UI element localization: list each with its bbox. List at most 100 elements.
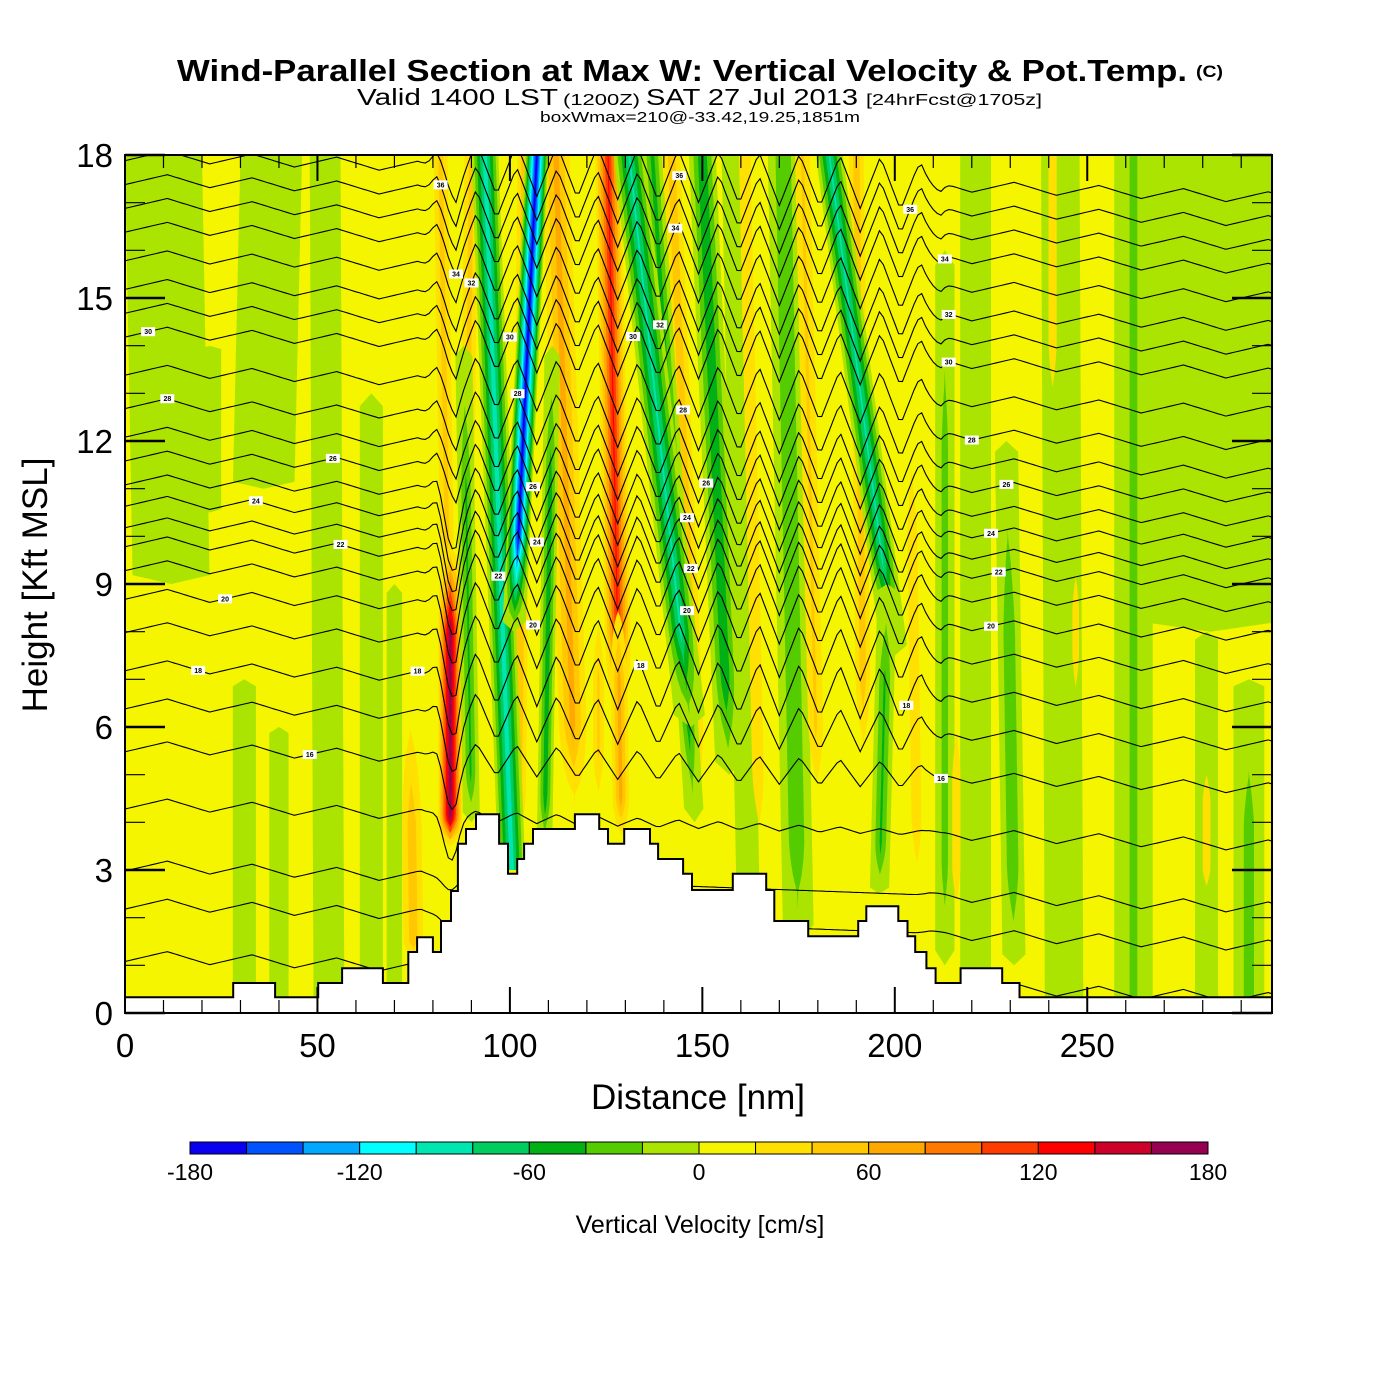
theta-label-background [984,528,999,538]
theta-label-background [633,660,648,670]
velocity-band-24-level [597,584,600,823]
y-tick-label: 9 [95,566,113,603]
velocity-band-38-level [513,155,538,632]
subtitle-date: SAT 27 Jul 2013 [646,84,858,110]
theta-label-background [218,594,233,604]
theta-label-background [248,496,263,506]
theta-label-text: 18 [902,703,910,710]
theta-contour-label: 20 [218,594,233,604]
theta-contour-14 [125,860,1272,913]
velocity-band-1-level [232,155,303,489]
theta-contour-31 [125,295,1272,363]
theta-label-background [302,749,317,759]
velocity-band-2-level [198,345,222,513]
velocity-band-34-level [1072,536,1079,727]
theta-contour-label: 18 [899,700,914,710]
theta-contour-label: 32 [941,309,956,319]
theta-label-background [626,332,641,342]
theta-contour-32 [125,271,1272,339]
theta-contour-label: 24 [248,496,263,506]
colorbar-tick-label: 0 [693,1159,706,1185]
colorbar-tick-label: 120 [1019,1159,1057,1185]
theta-contour-30 [125,319,1272,387]
velocity-band-26-level [617,584,623,847]
theta-label-text: 32 [945,312,953,319]
velocity-band-20-level [438,155,449,632]
theta-label-text: 24 [987,531,995,538]
x-tick-label: 150 [675,1027,730,1064]
theta-label-text: 36 [437,182,445,189]
theta-contour-label: 28 [676,405,691,415]
theta-label-text: 30 [144,329,152,336]
x-tick-label: 200 [867,1027,922,1064]
y-tick-label: 0 [95,995,113,1032]
theta-label-text: 28 [679,407,687,414]
colorbar-swatch [1037,1141,1096,1155]
theta-label-background [449,269,464,279]
theta-contour-label: 18 [633,660,648,670]
theta-label-background [141,327,156,337]
colorbar-swatch [528,1141,587,1155]
velocity-band-41-level [624,155,691,727]
theta-label-background [668,223,683,233]
colorbar-swatch [359,1141,417,1155]
theta-label-background [525,482,540,492]
colorbar-tick-label: -60 [513,1159,546,1185]
terrain [125,813,1272,1013]
theta-label-background [984,621,999,631]
theta-label-text: 24 [252,498,260,505]
theta-label-background [160,394,175,404]
colorbar-swatch [981,1141,1039,1155]
velocity-band-6-level [359,393,383,1013]
theta-contour-29 [125,357,1272,425]
velocity-band-41-level [628,155,691,727]
theta-contour-label: 36 [433,180,448,190]
y-tick-label: 12 [76,423,113,460]
theta-label-text: 34 [452,271,460,278]
theta-contour-label: 30 [941,357,956,367]
theta-label-text: 20 [221,596,229,603]
theta-contour-20 [125,581,1272,664]
theta-contour-19 [125,615,1272,698]
colorbar-swatch [246,1141,304,1155]
theta-label-text: 30 [629,334,637,341]
theta-contour-label: 20 [984,621,999,631]
velocity-band-9-level [1129,155,1138,1013]
theta-label-background [410,666,425,676]
y-tick-label: 6 [95,709,113,746]
theta-label-text: 28 [163,396,171,403]
theta-label-background [941,309,956,319]
colorbar-tick-label: 60 [856,1159,882,1185]
theta-contour-label: 24 [679,513,694,523]
theta-label-background [679,606,694,616]
theta-label-background [333,539,348,549]
colorbar-swatch [755,1141,813,1155]
velocity-band-16-level [721,155,760,918]
theta-contour-label: 22 [991,567,1006,577]
theta-label-background [491,571,506,581]
colorbar-tick-label: -180 [167,1159,213,1185]
theta-contour-21 [125,553,1272,636]
theta-label-background [672,171,687,181]
colorbar-swatch [1150,1141,1209,1155]
x-axis-label: Distance [nm] [591,1078,805,1117]
x-tick-label: 0 [116,1027,134,1064]
theta-label-background [991,567,1006,577]
theta-label-text: 32 [468,280,476,287]
velocity-band-5-level [269,727,289,1013]
theta-contour-label: 26 [699,478,714,488]
theta-label-background [899,700,914,710]
theta-label-background [933,773,948,783]
colorbar-swatch [868,1141,926,1155]
y-tick-label: 15 [76,280,113,317]
theta-label-background [676,405,691,415]
theta-label-text: 26 [702,481,710,488]
theta-contour-label: 32 [653,320,668,330]
y-tick-label: 18 [76,137,113,174]
velocity-band-4-level [232,679,256,1013]
theta-label-text: 20 [683,608,691,615]
theta-label-text: 22 [337,542,345,549]
x-tick-label: 250 [1060,1027,1115,1064]
theta-label-text: 20 [529,622,537,629]
